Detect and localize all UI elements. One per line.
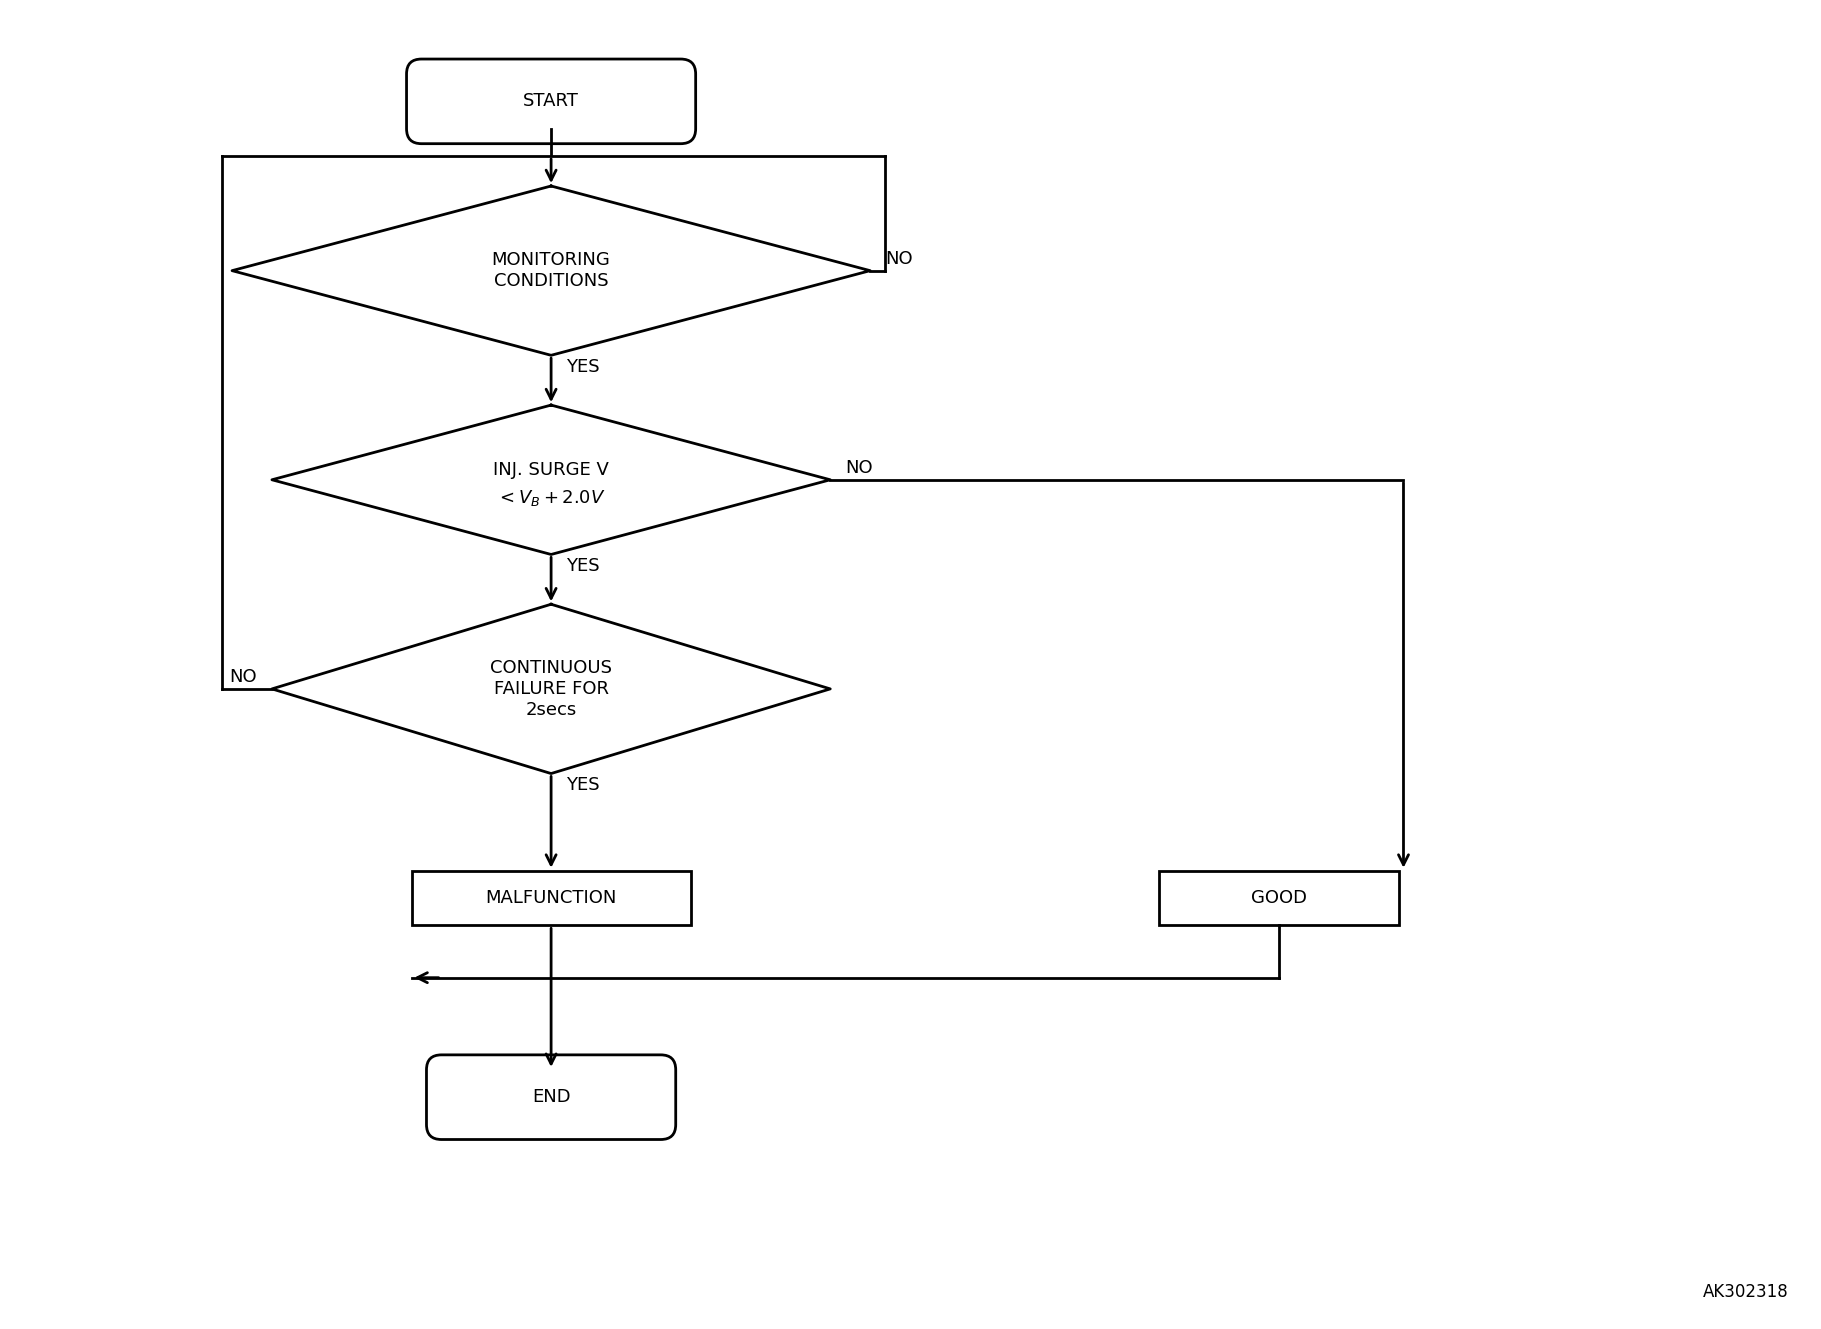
Text: YES: YES	[566, 359, 599, 376]
Text: NO: NO	[229, 668, 257, 686]
Text: NO: NO	[845, 459, 872, 477]
Text: NO: NO	[885, 250, 912, 267]
Text: YES: YES	[566, 776, 599, 795]
Text: MONITORING
CONDITIONS: MONITORING CONDITIONS	[492, 251, 610, 290]
FancyBboxPatch shape	[406, 58, 696, 144]
Bar	[1160, 870, 1399, 925]
Text: AK302318: AK302318	[1703, 1284, 1788, 1301]
Polygon shape	[271, 605, 830, 773]
Text: INJ. SURGE V: INJ. SURGE V	[493, 461, 608, 478]
Text: YES: YES	[566, 557, 599, 575]
Bar	[412, 870, 690, 925]
Polygon shape	[231, 186, 870, 355]
Text: END: END	[532, 1088, 570, 1106]
Text: CONTINUOUS
FAILURE FOR
2secs: CONTINUOUS FAILURE FOR 2secs	[490, 659, 612, 719]
Text: GOOD: GOOD	[1251, 889, 1307, 906]
FancyBboxPatch shape	[426, 1055, 676, 1139]
Text: START: START	[523, 92, 579, 110]
Text: $< V_B + 2.0V$: $< V_B + 2.0V$	[497, 488, 606, 508]
Text: MALFUNCTION: MALFUNCTION	[486, 889, 617, 906]
Polygon shape	[271, 405, 830, 554]
